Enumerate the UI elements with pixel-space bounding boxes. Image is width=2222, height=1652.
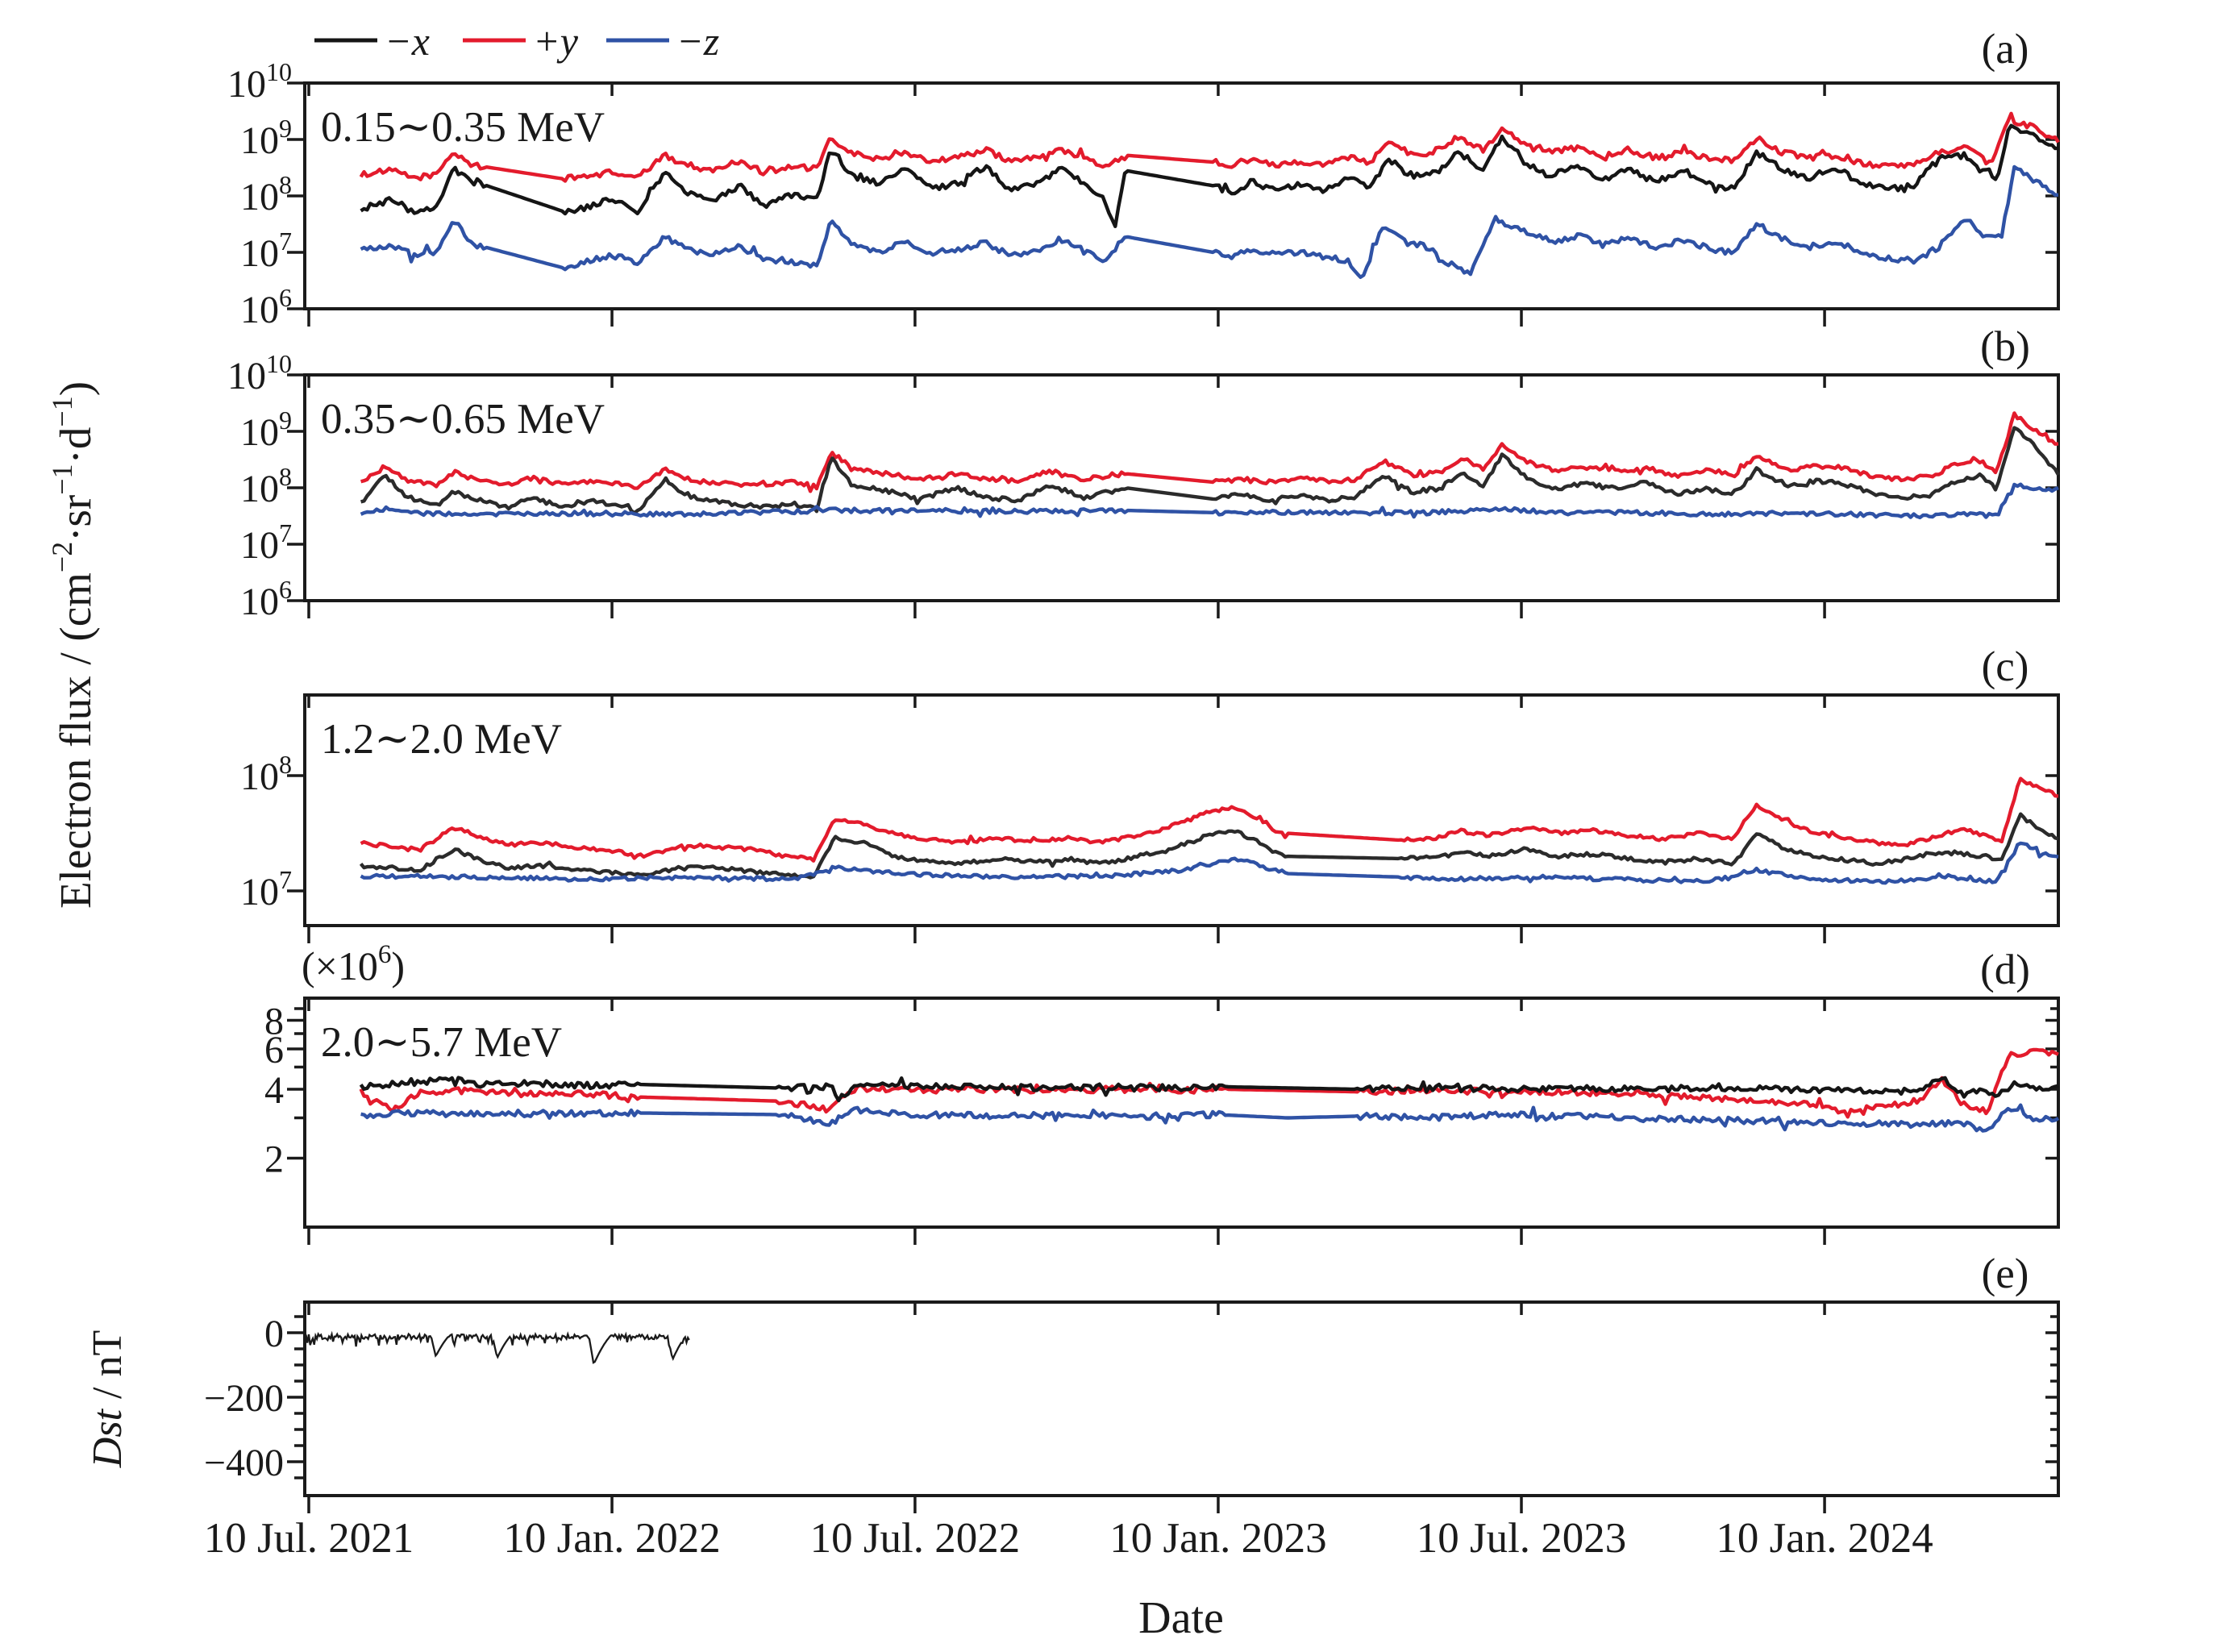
panel-d-ticks bbox=[287, 998, 2058, 1245]
series-minus-x-line bbox=[360, 123, 2059, 228]
y-tick-label: 106 bbox=[240, 575, 292, 623]
panel-c-frame bbox=[303, 693, 2060, 927]
panel-a-title: 0.15∼0.35 MeV bbox=[321, 104, 605, 151]
x-tick-label: 10 Jul. 2021 bbox=[204, 1515, 414, 1562]
panel-a: 106 107 108 109 1010 (a) 0.15∼0.35 MeV bbox=[227, 26, 2060, 331]
panel-d: 2 468 (d) 2.0∼5.7 MeV (×106) bbox=[264, 940, 2060, 1245]
y-tick-label: 106 bbox=[240, 283, 292, 331]
y-tick-label: 108 bbox=[240, 462, 292, 510]
panel-c: 107 108 (c) 1.2∼2.0 MeV bbox=[240, 643, 2060, 943]
y-tick-label: 0 bbox=[264, 1313, 284, 1355]
y-tick-label: −400 bbox=[204, 1442, 284, 1484]
series-minus-x-line bbox=[359, 1076, 2059, 1103]
y-axis-labels: Electron flux / (cm−2·sr−1·d−1) Dst / nT bbox=[46, 381, 131, 1468]
series-minus-x-line bbox=[360, 426, 2060, 515]
y-axis-label-dst: Dst / nT bbox=[85, 1330, 131, 1468]
panel-d-tick-labels: 2 468 bbox=[264, 1001, 284, 1181]
svg-text:Dst / nT: Dst / nT bbox=[85, 1330, 131, 1468]
panel-e-ticks bbox=[287, 1302, 2058, 1513]
x-tick-label: 10 Jul. 2023 bbox=[1417, 1515, 1627, 1562]
x-axis-tick-labels: 10 Jul. 2021 10 Jan. 2022 10 Jul. 2022 10 J… bbox=[204, 1515, 1933, 1562]
series-plus-y-line bbox=[360, 411, 2059, 493]
y-tick-label: 108 bbox=[240, 170, 292, 218]
y-tick-label: 109 bbox=[240, 406, 292, 454]
panel-e: 0 −200 −400 (e) bbox=[204, 1250, 2060, 1513]
panel-d-title: 2.0∼5.7 MeV bbox=[321, 1019, 562, 1066]
y-tick-label: 109 bbox=[240, 114, 292, 162]
x-axis-title: Date bbox=[1138, 1593, 1224, 1643]
y-tick-label: 107 bbox=[240, 518, 292, 567]
panel-c-ticks bbox=[287, 695, 2058, 943]
legend-label-plus-y: +y bbox=[533, 19, 579, 64]
series-minus-z-line bbox=[360, 482, 2059, 520]
panel-a-ticks bbox=[287, 81, 2058, 327]
panel-d-scale-note: (×106) bbox=[302, 940, 405, 988]
panel-e-letter: (e) bbox=[1982, 1250, 2029, 1297]
x-tick-label: 10 Jan. 2022 bbox=[503, 1515, 720, 1562]
panel-e-tick-labels: 0 −200 −400 bbox=[204, 1313, 284, 1484]
x-tick-label: 10 Jan. 2023 bbox=[1109, 1515, 1326, 1562]
legend: −x +y −z bbox=[314, 19, 719, 64]
panel-e-frame bbox=[303, 1300, 2060, 1497]
series-plus-y-line bbox=[359, 1047, 2059, 1119]
series-minus-z-line bbox=[360, 841, 2059, 885]
panel-d-frame bbox=[303, 997, 2060, 1229]
y-tick-label: 107 bbox=[240, 865, 292, 913]
svg-text:Electron flux / (cm−2·sr−1·d−1: Electron flux / (cm−2·sr−1·d−1) bbox=[46, 381, 100, 909]
legend-label-minus-z: −z bbox=[676, 19, 719, 64]
panel-b-title: 0.35∼0.65 MeV bbox=[321, 396, 605, 443]
panel-b-letter: (b) bbox=[1980, 323, 2030, 370]
series-plus-y-line bbox=[360, 776, 2059, 863]
panel-b-ticks bbox=[287, 373, 2058, 618]
y-tick-label: 1010 bbox=[227, 57, 292, 106]
series-minus-x-line bbox=[359, 812, 2059, 880]
y-tick-label: 1010 bbox=[227, 349, 292, 397]
x-tick-label: 10 Jul. 2022 bbox=[810, 1515, 1021, 1562]
x-tick-label: 10 Jan. 2024 bbox=[1716, 1515, 1933, 1562]
y-tick-label: 2 bbox=[264, 1138, 284, 1181]
y-axis-label-flux: Electron flux / (cm−2·sr−1·d−1) bbox=[46, 381, 100, 909]
panel-b-tick-labels: 106 107 108 109 1010 bbox=[227, 349, 292, 623]
panel-a-tick-labels: 106 107 108 109 1010 bbox=[227, 57, 292, 331]
panel-a-letter: (a) bbox=[1982, 26, 2029, 73]
series-plus-y-line bbox=[359, 111, 2060, 183]
panel-d-letter: (d) bbox=[1980, 947, 2030, 993]
panel-c-title: 1.2∼2.0 MeV bbox=[321, 716, 562, 763]
series-minus-z-line bbox=[360, 164, 2059, 279]
panel-c-tick-labels: 107 108 bbox=[240, 750, 292, 913]
y-tick-label: 108 bbox=[240, 750, 292, 798]
y-tick-label: 107 bbox=[240, 227, 292, 275]
y-tick-label: −200 bbox=[204, 1377, 284, 1420]
legend-label-minus-x: −x bbox=[385, 19, 430, 64]
y-tick-label: 6 bbox=[264, 1029, 284, 1072]
series-minus-z-line bbox=[360, 1103, 2060, 1133]
y-tick-label: 4 bbox=[264, 1069, 284, 1112]
y-tick-label: 8 bbox=[264, 1001, 284, 1043]
series-dst-line bbox=[304, 1330, 690, 1364]
panel-b: 106 107 108 109 1010 (b) 0.35∼0.65 MeV bbox=[227, 323, 2060, 623]
panel-c-letter: (c) bbox=[1982, 643, 2029, 690]
